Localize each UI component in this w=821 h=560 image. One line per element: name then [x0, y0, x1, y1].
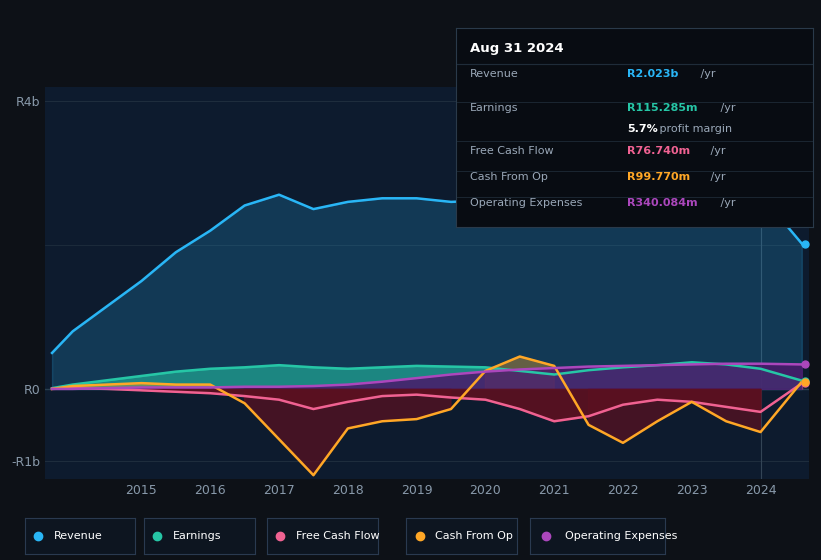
Text: Cash From Op: Cash From Op	[435, 531, 513, 541]
Text: /yr: /yr	[707, 146, 726, 156]
Text: R99.770m: R99.770m	[627, 172, 690, 182]
Text: Free Cash Flow: Free Cash Flow	[296, 531, 379, 541]
Text: Operating Expenses: Operating Expenses	[470, 198, 582, 208]
Text: Free Cash Flow: Free Cash Flow	[470, 146, 553, 156]
Text: R340.084m: R340.084m	[627, 198, 698, 208]
Text: R115.285m: R115.285m	[627, 102, 698, 113]
Text: Earnings: Earnings	[172, 531, 221, 541]
Text: profit margin: profit margin	[656, 124, 732, 134]
Text: /yr: /yr	[717, 102, 736, 113]
Text: Aug 31 2024: Aug 31 2024	[470, 42, 563, 55]
Text: 5.7%: 5.7%	[627, 124, 658, 134]
Text: Revenue: Revenue	[53, 531, 102, 541]
Text: /yr: /yr	[717, 198, 736, 208]
Text: Revenue: Revenue	[470, 69, 519, 79]
Text: R2.023b: R2.023b	[627, 69, 678, 79]
Text: /yr: /yr	[707, 172, 726, 182]
Text: Cash From Op: Cash From Op	[470, 172, 548, 182]
Text: Operating Expenses: Operating Expenses	[565, 531, 677, 541]
Text: Earnings: Earnings	[470, 102, 518, 113]
Text: R76.740m: R76.740m	[627, 146, 690, 156]
Text: /yr: /yr	[697, 69, 716, 79]
